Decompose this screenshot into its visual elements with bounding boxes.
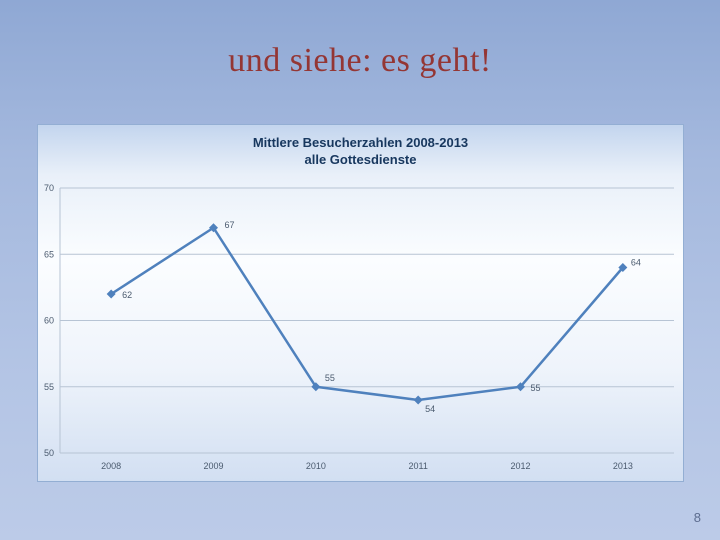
data-point-marker	[413, 395, 423, 405]
x-axis-tick-label: 2011	[408, 461, 427, 471]
line-chart: 50 55 60 65 70 2008 2009 2010 2011 2012 2013 62 67 55…	[44, 183, 674, 471]
data-label: 67	[225, 220, 235, 230]
x-axis-tick-label: 2013	[613, 461, 633, 471]
x-axis-tick-label: 2012	[510, 461, 530, 471]
y-axis-tick-label: 50	[44, 448, 54, 458]
x-axis-tick-label: 2010	[306, 461, 326, 471]
x-axis-tick-label: 2008	[101, 461, 121, 471]
page-number: 8	[693, 510, 701, 525]
chart-title-line2: alle Gottesdienste	[304, 152, 417, 167]
data-label: 54	[425, 404, 435, 414]
y-axis-tick-label: 60	[44, 316, 54, 326]
data-label: 62	[122, 290, 132, 300]
chart-panel: Mittlere Besucherzahlen 2008-2013 alle G…	[37, 124, 684, 482]
data-point-marker	[311, 382, 321, 392]
data-label: 64	[631, 258, 641, 268]
y-axis-tick-label: 70	[44, 183, 54, 193]
series-line	[109, 226, 625, 402]
chart-title: Mittlere Besucherzahlen 2008-2013 alle G…	[38, 134, 683, 168]
chart-title-line1: Mittlere Besucherzahlen 2008-2013	[252, 135, 469, 150]
y-axis-tick-label: 55	[44, 382, 54, 392]
data-point-marker	[209, 223, 218, 233]
slide-title: und siehe: es geht!	[228, 42, 492, 79]
y-axis-tick-label: 65	[44, 249, 54, 259]
data-point-marker	[106, 289, 116, 299]
data-point-marker	[516, 382, 525, 392]
data-label: 55	[325, 373, 335, 383]
data-label: 55	[531, 383, 541, 393]
data-point-marker	[618, 263, 628, 272]
x-axis-tick-label: 2009	[203, 461, 223, 471]
